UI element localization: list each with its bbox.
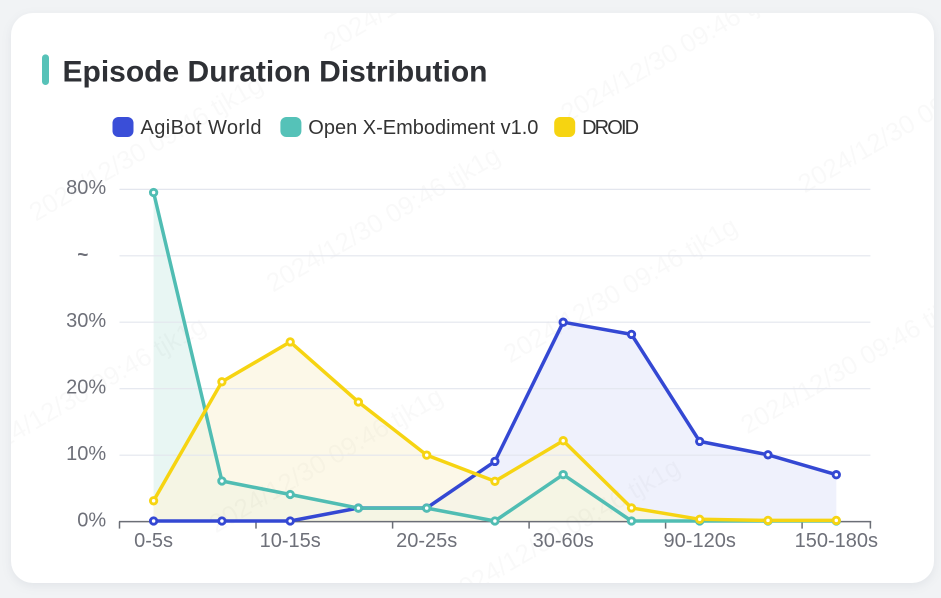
svg-text:10-15s: 10-15s bbox=[260, 530, 321, 552]
svg-text:2024/12/30 09:46 tjk1g: 2024/12/30 09:46 tjk1g bbox=[793, 41, 941, 199]
svg-text:2024/12/30 09:46 tjk1g: 2024/12/30 09:46 tjk1g bbox=[735, 281, 941, 439]
svg-text:80%: 80% bbox=[66, 177, 106, 199]
svg-text:0%: 0% bbox=[77, 509, 106, 531]
svg-text:90-120s: 90-120s bbox=[664, 530, 736, 552]
svg-text:30-60s: 30-60s bbox=[533, 530, 594, 552]
svg-text:2024/12/30 09:46 tjk1g: 2024/12/30 09:46 tjk1g bbox=[261, 140, 505, 298]
svg-text:20-25s: 20-25s bbox=[396, 530, 457, 552]
svg-text:2024/12/30 09:46 tjk1g: 2024/12/30 09:46 tjk1g bbox=[318, 0, 562, 57]
svg-text:DROID: DROID bbox=[582, 117, 639, 139]
svg-text:~: ~ bbox=[77, 245, 88, 266]
svg-text:20%: 20% bbox=[66, 377, 106, 399]
svg-text:Open X-Embodiment v1.0: Open X-Embodiment v1.0 bbox=[308, 117, 538, 139]
svg-text:150-180s: 150-180s bbox=[795, 530, 878, 552]
svg-text:Episode Duration Distribution: Episode Duration Distribution bbox=[63, 56, 488, 89]
svg-text:2024/12/30 09:46 tjk1g: 2024/12/30 09:46 tjk1g bbox=[24, 69, 268, 227]
svg-text:2024/12/30 09:46 tjk1g: 2024/12/30 09:46 tjk1g bbox=[555, 0, 799, 128]
svg-text:10%: 10% bbox=[66, 443, 106, 465]
svg-text:0-5s: 0-5s bbox=[134, 530, 173, 552]
svg-text:30%: 30% bbox=[66, 310, 106, 332]
svg-text:AgiBot World: AgiBot World bbox=[141, 117, 262, 139]
